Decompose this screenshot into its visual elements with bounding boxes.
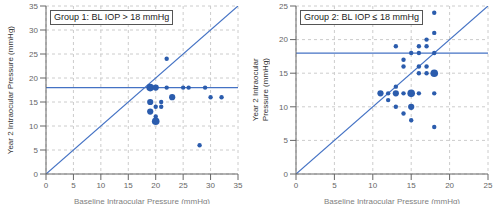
svg-text:15: 15: [29, 98, 38, 107]
svg-text:35: 35: [234, 181, 243, 190]
svg-text:25: 25: [279, 2, 288, 11]
svg-text:0: 0: [34, 170, 39, 179]
svg-text:20: 20: [151, 181, 160, 190]
html-text:Year 2 Intraocular Pressure (m: Year 2 Intraocular Pressure (mmHg): [251, 58, 270, 122]
html-text:Year 2 Intraocular Pressure (m: Year 2 Intraocular Pressure (mmHg): [6, 25, 15, 155]
svg-text:15: 15: [407, 181, 416, 190]
svg-text:10: 10: [279, 103, 288, 112]
svg-text:20: 20: [279, 35, 288, 44]
svg-text:30: 30: [29, 26, 38, 35]
svg-text:0: 0: [44, 181, 49, 190]
svg-text:35: 35: [29, 2, 38, 11]
svg-text:15: 15: [279, 69, 288, 78]
svg-text:Baseline Intraocular Pressure: Baseline Intraocular Pressure (mmHg): [74, 197, 210, 204]
svg-text:5: 5: [71, 181, 76, 190]
svg-text:Baseline Intraocular Pressure: Baseline Intraocular Pressure (mmHg): [324, 197, 460, 204]
html-text:Group 2: BL IOP ≤ 18 mmHg: Group 2: BL IOP ≤ 18 mmHg: [304, 12, 419, 22]
svg-text:25: 25: [29, 50, 38, 59]
svg-text:0: 0: [294, 181, 299, 190]
svg-text:10: 10: [96, 181, 105, 190]
html-text:Group 1: BL IOP > 18 mmHg: Group 1: BL IOP > 18 mmHg: [54, 12, 170, 22]
svg-text:10: 10: [29, 122, 38, 131]
svg-text:5: 5: [284, 136, 289, 145]
svg-text:15: 15: [124, 181, 133, 190]
svg-text:20: 20: [29, 74, 38, 83]
svg-text:0: 0: [284, 170, 289, 179]
svg-text:10: 10: [368, 181, 377, 190]
svg-text:25: 25: [179, 181, 188, 190]
svg-text:25: 25: [484, 181, 492, 190]
svg-text:20: 20: [445, 181, 454, 190]
svg-text:5: 5: [34, 146, 39, 155]
svg-text:30: 30: [206, 181, 215, 190]
svg-text:5: 5: [332, 181, 337, 190]
